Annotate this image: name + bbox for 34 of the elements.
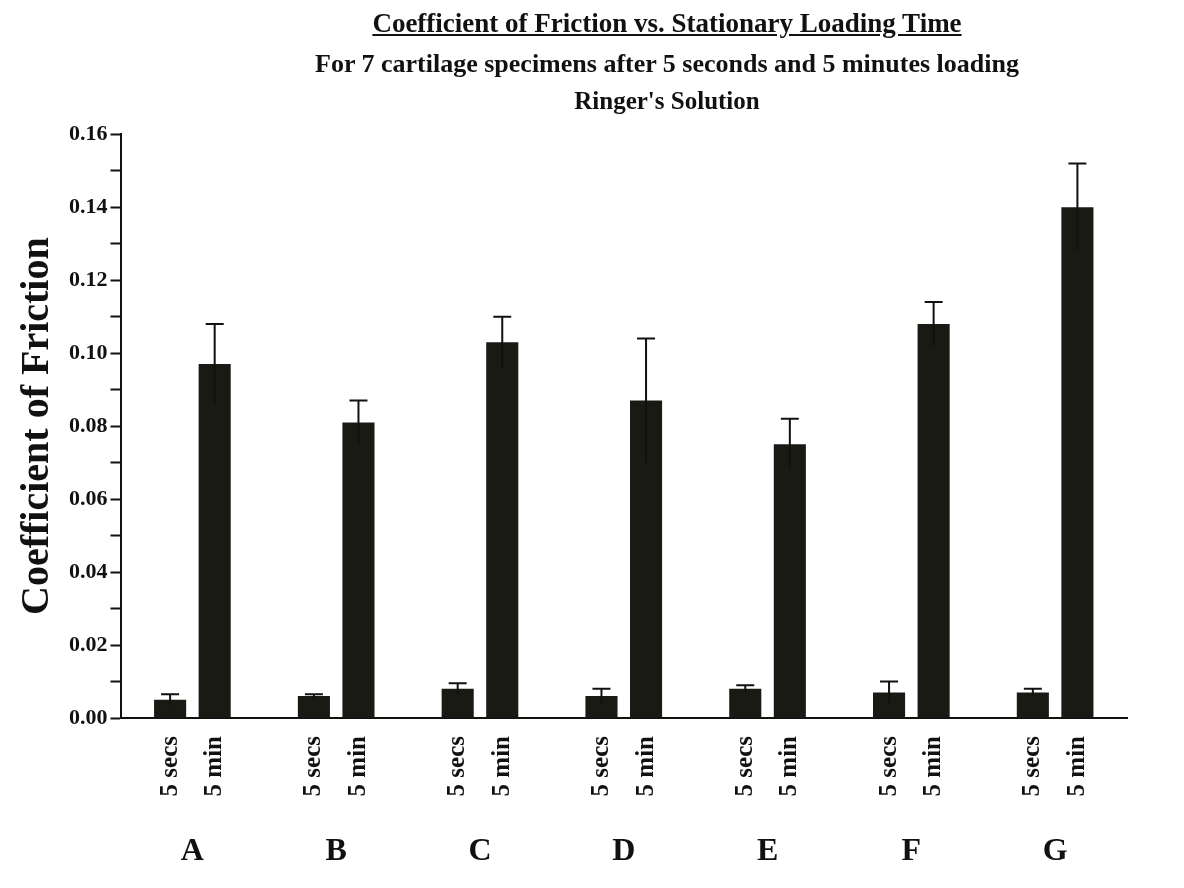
- x-tick-label: C: [468, 831, 492, 868]
- x-tick-label: B: [325, 831, 347, 868]
- text: 5 min: [199, 735, 227, 797]
- y-tick-label: 0.16: [69, 119, 108, 145]
- x-tick-label: G: [1042, 831, 1068, 868]
- text: 5 min: [1061, 736, 1089, 797]
- chart-subtitle: For 7 cartilage specimens after 5 seconds and 5 minutes loading: [314, 49, 1020, 79]
- y-tick-label: 0.12: [69, 265, 108, 291]
- y-tick-label: 0.00: [69, 703, 108, 729]
- x-tick-label: E: [756, 831, 779, 868]
- x-tick-label: A: [180, 831, 204, 868]
- text: Ringer's Solution: [573, 87, 761, 115]
- text: 5 secs: [154, 735, 182, 797]
- y-tick-label: 0.02: [69, 630, 108, 656]
- y-tick-label: 0.10: [69, 338, 108, 364]
- text: 5 min: [774, 736, 802, 797]
- y-tick-label: 0.04: [69, 557, 108, 583]
- text: 5 secs: [298, 736, 326, 797]
- y-axis-title: Coefficient of Friction: [12, 237, 58, 615]
- text: 5 min: [918, 736, 946, 797]
- text: 5 secs: [873, 736, 901, 797]
- y-tick-label: 0.08: [69, 411, 108, 437]
- text: 5 min: [630, 736, 658, 797]
- text: 5 min: [486, 736, 514, 797]
- text: 5 secs: [585, 736, 613, 797]
- chart-title: Coefficient of Friction vs. Stationary Loading Time: [371, 8, 963, 39]
- x-tick-label: F: [901, 831, 922, 868]
- x-tick-label: D: [612, 831, 636, 868]
- y-tick-label: 0.06: [69, 484, 108, 510]
- y-tick-label: 0.14: [69, 192, 108, 218]
- text: 5 min: [342, 736, 370, 797]
- text: 5 secs: [1017, 736, 1045, 797]
- text: 5 secs: [729, 736, 757, 797]
- text: 5 secs: [442, 736, 470, 797]
